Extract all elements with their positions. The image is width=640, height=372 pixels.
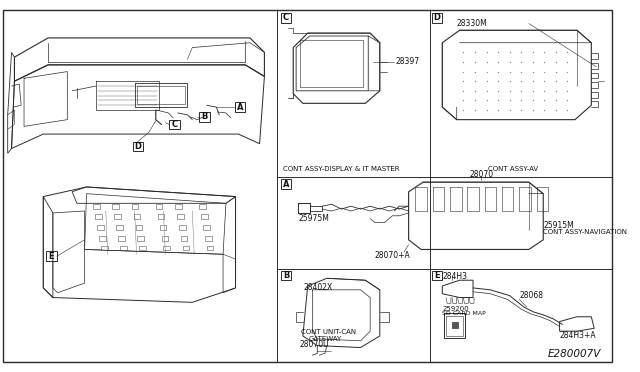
- Bar: [169, 120, 180, 129]
- Text: 28070: 28070: [469, 170, 493, 179]
- Text: 28068: 28068: [519, 291, 543, 300]
- Text: 284H3+A: 284H3+A: [559, 331, 596, 340]
- Text: B: B: [201, 112, 207, 121]
- Text: D: D: [134, 142, 141, 151]
- Text: GATEWAY: GATEWAY: [308, 336, 342, 342]
- Bar: [118, 236, 125, 241]
- Bar: [432, 270, 442, 280]
- Text: E280007V: E280007V: [548, 349, 601, 359]
- Text: E: E: [434, 271, 440, 280]
- Bar: [179, 225, 186, 230]
- Text: CONT ASSY-NAVIGATION: CONT ASSY-NAVIGATION: [543, 229, 627, 235]
- Text: CONT UNIT-CAN: CONT UNIT-CAN: [301, 329, 356, 335]
- Bar: [95, 214, 102, 219]
- Bar: [199, 112, 210, 122]
- Bar: [281, 13, 291, 23]
- Text: 25915M: 25915M: [543, 221, 574, 230]
- Bar: [432, 13, 442, 23]
- Bar: [101, 246, 108, 250]
- Bar: [203, 225, 210, 230]
- Text: E: E: [49, 252, 54, 261]
- Bar: [93, 204, 100, 209]
- Text: D: D: [433, 13, 440, 22]
- Bar: [199, 204, 205, 209]
- Bar: [180, 236, 188, 241]
- Bar: [113, 204, 119, 209]
- Text: SD CARD MAP: SD CARD MAP: [442, 311, 486, 316]
- Bar: [159, 225, 166, 230]
- Text: 28397: 28397: [395, 57, 419, 67]
- Bar: [134, 214, 140, 219]
- Bar: [132, 142, 143, 151]
- Bar: [138, 236, 144, 241]
- Bar: [115, 214, 121, 219]
- Bar: [140, 246, 146, 250]
- Bar: [99, 236, 106, 241]
- Text: C: C: [283, 13, 289, 22]
- Text: 25975M: 25975M: [298, 214, 329, 223]
- Bar: [46, 251, 57, 261]
- Text: 28330M: 28330M: [457, 19, 488, 28]
- Bar: [207, 246, 214, 250]
- Bar: [205, 236, 212, 241]
- Bar: [163, 246, 170, 250]
- Bar: [116, 225, 123, 230]
- Text: CONT ASSY-AV: CONT ASSY-AV: [488, 166, 538, 172]
- Bar: [182, 246, 189, 250]
- Text: 28402X: 28402X: [304, 283, 333, 292]
- Text: B: B: [283, 271, 289, 280]
- Bar: [281, 270, 291, 280]
- Bar: [161, 236, 168, 241]
- Bar: [120, 246, 127, 250]
- Bar: [235, 102, 245, 112]
- Bar: [97, 225, 104, 230]
- Text: C: C: [172, 120, 177, 129]
- Bar: [177, 214, 184, 219]
- Bar: [157, 214, 164, 219]
- Bar: [156, 204, 163, 209]
- Text: CONT ASSY-DISPLAY & IT MASTER: CONT ASSY-DISPLAY & IT MASTER: [283, 166, 399, 172]
- Text: 284H3: 284H3: [442, 272, 467, 281]
- Bar: [281, 179, 291, 189]
- Text: 28070+A: 28070+A: [375, 251, 411, 260]
- Bar: [136, 225, 142, 230]
- Bar: [132, 204, 138, 209]
- Text: A: A: [237, 103, 243, 112]
- Text: 28070U: 28070U: [299, 340, 329, 349]
- Bar: [175, 204, 182, 209]
- Text: A: A: [283, 180, 289, 189]
- Text: 259200: 259200: [442, 306, 469, 312]
- Bar: [201, 214, 208, 219]
